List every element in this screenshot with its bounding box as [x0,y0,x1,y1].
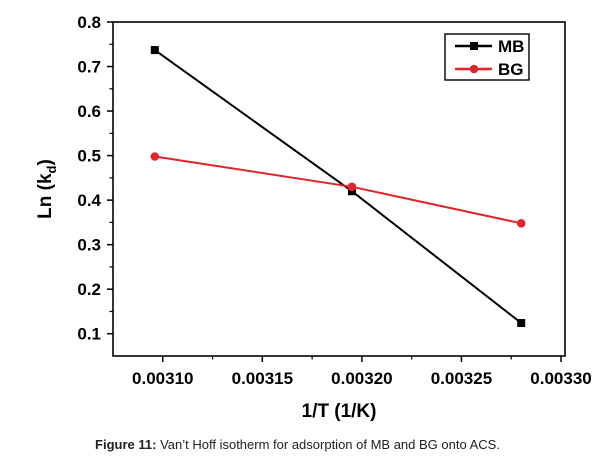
vant-hoff-chart: 0.00310 0.00315 0.00320 0.00325 0.00330 0.1 0.… [35,13,592,422]
y-tick-label: 0.2 [77,280,101,299]
y-tick-label: 0.1 [77,325,101,344]
y-tick-label: 0.7 [77,58,101,77]
x-tick-label: 0.00320 [331,369,392,388]
x-tick-label: 0.00310 [132,369,193,388]
plot-frame [112,21,566,357]
figure-caption: Figure 11: Van’t Hoff isotherm for adsor… [0,437,595,452]
data-point-mb [150,46,159,55]
data-point-mb [347,187,356,196]
y-tick-label: 0.5 [77,147,101,166]
legend-box [444,33,530,81]
data-point-bg [347,182,357,192]
data-point-bg [516,218,526,228]
caption-label: Figure 11: [95,437,157,452]
legend-label-bg: BG [498,60,524,79]
caption-text: Van’t Hoff isotherm for adsorption of MB… [156,437,500,452]
y-axis-title: Ln (kd) [35,159,59,219]
legend-marker-bg [469,64,479,74]
series-line-mb [154,49,522,324]
y-axis-title-close: ) [35,159,56,165]
series-layer [150,46,526,328]
legend-label-mb: MB [498,37,524,56]
axis-ticks [107,21,562,362]
y-tick-label: 0.4 [77,191,101,210]
y-axis-title-subscript: d [44,165,59,173]
y-tick-label: 0.8 [77,13,101,32]
data-point-mb [517,319,526,328]
x-tick-label: 0.00315 [232,369,293,388]
x-tick-label: 0.00330 [530,369,591,388]
legend: MB BG [444,33,530,81]
series-line-bg [154,155,522,225]
legend-marker-mb [470,42,478,50]
y-tick-label: 0.3 [77,236,101,255]
y-tick-label: 0.6 [77,102,101,121]
x-axis-title: 1/T (1/K) [302,401,377,422]
data-point-bg [150,152,160,161]
axis-tick-labels: 0.00310 0.00315 0.00320 0.00325 0.00330 0.1 0.… [77,13,591,388]
x-tick-label: 0.00325 [431,369,492,388]
y-axis-title-main: Ln (k [35,173,56,219]
